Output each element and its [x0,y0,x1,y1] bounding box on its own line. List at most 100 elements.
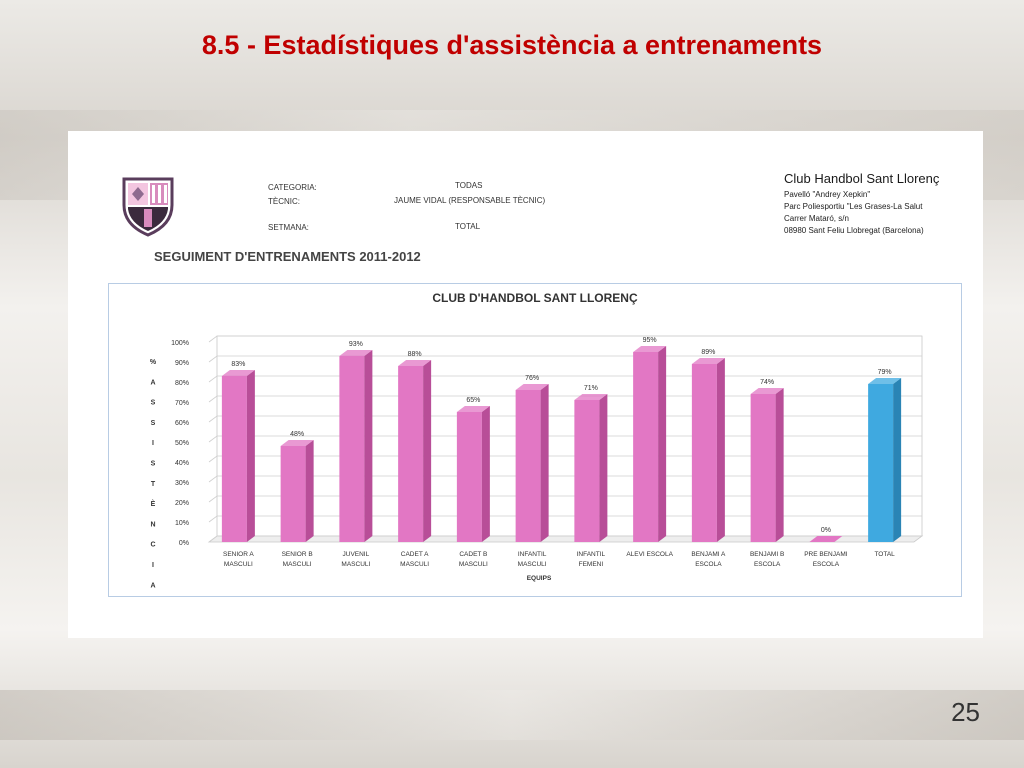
bar-top [221,370,255,376]
bar [339,356,365,542]
club-address-line: Pavelló "Andrey Xepkin" [784,190,871,199]
x-tick-label: ALEVI ESCOLA [626,551,673,558]
data-label: 93% [349,341,363,348]
x-tick-label: MASCULI [341,561,370,568]
bar-side [716,358,725,542]
y-tick-label: 10% [175,520,189,527]
gridline [208,435,922,443]
x-tick-label: PRE BENJAMI [804,551,848,558]
x-tick-label: MASCULI [283,561,312,568]
bar-side [364,350,373,542]
y-axis-label-letter: A [150,379,155,386]
data-label: 88% [408,351,422,358]
gridline [208,455,922,463]
y-axis-label-letter: I [152,440,154,447]
bar [809,536,843,542]
bar-top [691,358,725,364]
gridline [208,355,922,363]
bar-side [246,370,255,542]
bar-side [540,384,549,542]
bar-top [750,388,784,394]
bar [691,364,717,542]
y-axis-label-letter: I [152,562,154,569]
bar-side [658,346,667,542]
bar [280,446,306,542]
club-address-line: Parc Poliesportiu "Les Grases-La Salut [784,202,923,211]
club-address-block: Club Handbol Sant Llorenç Pavelló "Andre… [784,171,974,237]
gridline [208,395,922,403]
data-label: 65% [466,397,480,404]
x-tick-label: MASCULI [518,561,547,568]
setmana-label: SETMANA: [268,223,309,232]
data-label: 89% [701,349,715,356]
y-axis-label-letter: A [150,582,155,589]
bar-top [868,378,902,384]
bar-top [633,346,667,352]
data-label: 71% [584,385,598,392]
chart-title: CLUB D'HANDBOL SANT LLORENÇ [432,291,638,305]
y-axis-label-letter: T [151,481,156,488]
gridline [208,515,922,523]
y-tick-label: 80% [175,380,189,387]
x-tick-label: MASCULI [459,561,488,568]
y-axis-label-letter: C [150,542,155,549]
x-tick-label: CADET A [401,551,429,558]
bar [574,400,600,542]
club-logo-icon [122,177,174,237]
y-axis-label-letter: S [151,420,156,427]
bar-side [893,378,902,542]
y-tick-label: 90% [175,360,189,367]
x-tick-label: TOTAL [874,551,895,558]
y-axis-label-letter: S [151,461,156,468]
data-label: 74% [760,379,774,386]
y-tick-label: 30% [175,480,189,487]
x-tick-label: ESCOLA [695,561,722,568]
bar-top [339,350,373,356]
data-label: 95% [643,337,657,344]
y-tick-label: 40% [175,460,189,467]
bar-side [423,360,432,542]
slide-title: 8.5 - Estadístiques d'assistència a entr… [201,30,823,60]
tecnic-label: TÈCNIC: [268,197,300,206]
bar [868,384,894,542]
y-axis-label-letter: N [150,521,155,528]
bar [456,412,482,542]
tecnic-value: JAUME VIDAL (RESPONSABLE TÈCNIC) [394,196,546,205]
x-tick-label: MASCULI [224,561,253,568]
bar [633,352,659,542]
x-axis-label: EQUIPS [527,575,552,582]
categoria-value: TODAS [455,181,483,190]
bar [750,394,776,542]
y-tick-label: 70% [175,400,189,407]
bar-top [280,440,314,446]
categoria-label: CATEGORIA: [268,183,317,192]
page-number: 25 [951,697,980,727]
x-tick-label: ESCOLA [813,561,840,568]
y-axis-label-letter: È [151,499,156,508]
data-label: 0% [821,527,831,534]
x-tick-label: ESCOLA [754,561,781,568]
bar [221,376,247,542]
scanned-report-panel: CATEGORIA: TODAS TÈCNIC: JAUME VIDAL (RE… [68,131,983,638]
attendance-bar-chart: CLUB D'HANDBOL SANT LLORENÇ 0% 10% 20% 30% 40… [150,291,924,589]
x-tick-label: CADET B [459,551,487,558]
setmana-value: TOTAL [455,222,481,231]
data-label: 76% [525,375,539,382]
data-label: 48% [290,431,304,438]
x-tick-label: FEMENI [579,561,604,568]
bar [398,366,424,542]
x-tick-label: SENIOR A [223,551,254,558]
bar-side [775,388,784,542]
bar-top [456,406,490,412]
x-tick-label: BENJAMI A [691,551,726,558]
bar-top [515,384,549,390]
gridline [208,535,922,543]
bar-side [599,394,608,542]
y-tick-label: 0% [179,540,189,547]
report-subtitle: SEGUIMENT D'ENTRENAMENTS 2011-2012 [154,249,421,264]
gridline [208,495,922,503]
bar-top [398,360,432,366]
bar-side [481,406,490,542]
y-tick-label: 100% [171,340,189,347]
x-tick-label: BENJAMI B [750,551,784,558]
